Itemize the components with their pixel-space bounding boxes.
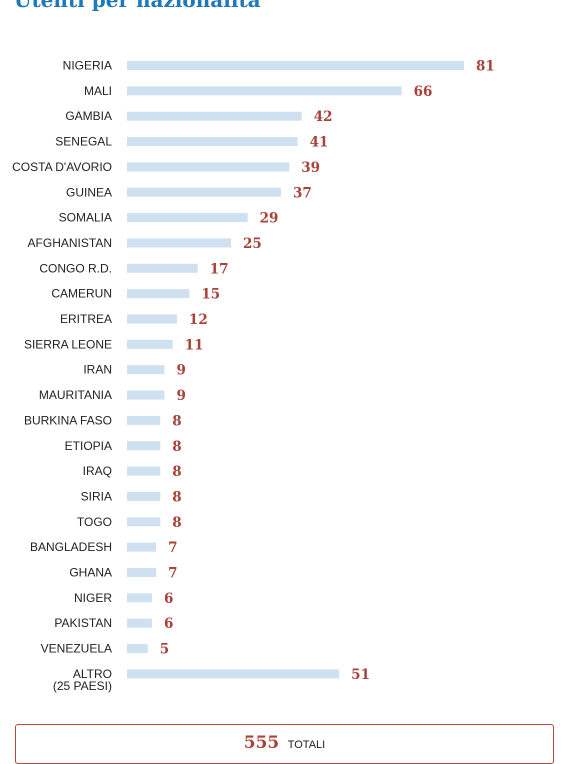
category-label-nigeria: NIGERIA xyxy=(63,59,112,73)
bar-sierra-leone xyxy=(127,339,173,349)
bar-congo-r-d xyxy=(127,263,198,273)
value-label-iran: 9 xyxy=(176,363,185,379)
value-label-gambia: 42 xyxy=(314,109,333,125)
category-label-mali: MALI xyxy=(84,84,112,98)
value-label-venezuela: 5 xyxy=(160,642,169,658)
category-label-sierra-leone: SIERRA LEONE xyxy=(24,337,112,351)
total-value: 555 xyxy=(243,733,280,753)
value-label-mali: 66 xyxy=(414,84,433,100)
category-label-congo-r-d: CONGO R.D. xyxy=(39,261,112,275)
category-label-etiopia: ETIOPIA xyxy=(65,439,112,453)
category-label-mauritania: MAURITANIA xyxy=(39,388,112,402)
total-label: TOTALI xyxy=(287,739,326,751)
category-label-altro-25-paesi: ALTRO (25 PAESI) xyxy=(53,667,112,693)
category-label-iraq: IRAQ xyxy=(83,464,112,478)
bar-camerun xyxy=(127,289,190,299)
bar-afghanistan xyxy=(127,238,232,248)
value-label-siria: 8 xyxy=(172,489,181,505)
value-label-niger: 6 xyxy=(164,591,173,607)
category-label-camerun: CAMERUN xyxy=(51,287,112,301)
category-label-ghana: GHANA xyxy=(69,566,112,580)
bar-gambia xyxy=(127,111,302,121)
bar-guinea xyxy=(127,187,281,197)
value-label-burkina-faso: 8 xyxy=(172,413,181,429)
value-label-altro-25-paesi: 51 xyxy=(351,667,370,683)
category-label-bangladesh: BANGLADESH xyxy=(30,540,112,554)
value-label-camerun: 15 xyxy=(201,287,220,303)
category-label-iran: IRAN xyxy=(83,363,112,377)
bar-niger xyxy=(127,593,152,603)
bar-etiopia xyxy=(127,441,161,451)
bar-mauritania xyxy=(127,390,165,400)
value-label-iraq: 8 xyxy=(172,464,181,480)
chart-title: Utenti per nazionalità xyxy=(14,0,261,12)
category-label-burkina-faso: BURKINA FASO xyxy=(24,413,112,427)
value-label-sierra-leone: 11 xyxy=(185,337,204,353)
value-label-etiopia: 8 xyxy=(172,439,181,455)
value-label-guinea: 37 xyxy=(293,185,312,201)
category-label-somalia: SOMALIA xyxy=(59,211,112,225)
bar-siria xyxy=(127,491,161,501)
bar-iraq xyxy=(127,466,161,476)
bar-somalia xyxy=(127,213,248,223)
total-box: 555 TOTALI xyxy=(15,724,554,764)
bar-bangladesh xyxy=(127,542,157,552)
bar-burkina-faso xyxy=(127,415,161,425)
category-label-senegal: SENEGAL xyxy=(55,135,112,149)
value-label-eritrea: 12 xyxy=(189,312,208,328)
category-label-costa-d-avorio: COSTA D'AVORIO xyxy=(12,160,112,174)
bar-pakistan xyxy=(127,618,152,628)
category-label-guinea: GUINEA xyxy=(66,185,112,199)
bar-togo xyxy=(127,517,161,527)
bar-iran xyxy=(127,365,165,375)
value-label-costa-d-avorio: 39 xyxy=(301,160,320,176)
bar-ghana xyxy=(127,568,157,577)
category-label-eritrea: ERITREA xyxy=(60,312,112,326)
category-label-pakistan: PAKISTAN xyxy=(54,616,112,630)
bar-senegal xyxy=(127,137,298,147)
value-label-nigeria: 81 xyxy=(476,59,495,75)
value-label-pakistan: 6 xyxy=(164,616,173,632)
category-label-siria: SIRIA xyxy=(81,489,112,503)
category-label-venezuela: VENEZUELA xyxy=(41,642,112,656)
value-label-mauritania: 9 xyxy=(176,388,185,404)
value-label-afghanistan: 25 xyxy=(243,236,262,252)
bar-eritrea xyxy=(127,314,177,324)
value-label-somalia: 29 xyxy=(260,211,279,227)
value-label-ghana: 7 xyxy=(168,566,177,582)
bar-altro-25-paesi xyxy=(127,669,340,679)
bar-nigeria xyxy=(127,61,464,70)
value-label-senegal: 41 xyxy=(310,135,329,151)
category-label-togo: TOGO xyxy=(77,515,112,529)
value-label-congo-r-d: 17 xyxy=(210,261,229,277)
category-label-afghanistan: AFGHANISTAN xyxy=(28,236,112,250)
bar-venezuela xyxy=(127,644,148,654)
value-label-bangladesh: 7 xyxy=(168,540,177,556)
category-label-gambia: GAMBIA xyxy=(65,109,112,123)
category-label-niger: NIGER xyxy=(74,591,112,605)
value-label-togo: 8 xyxy=(172,515,181,531)
bar-mali xyxy=(127,86,402,96)
bar-costa-d-avorio xyxy=(127,162,290,172)
